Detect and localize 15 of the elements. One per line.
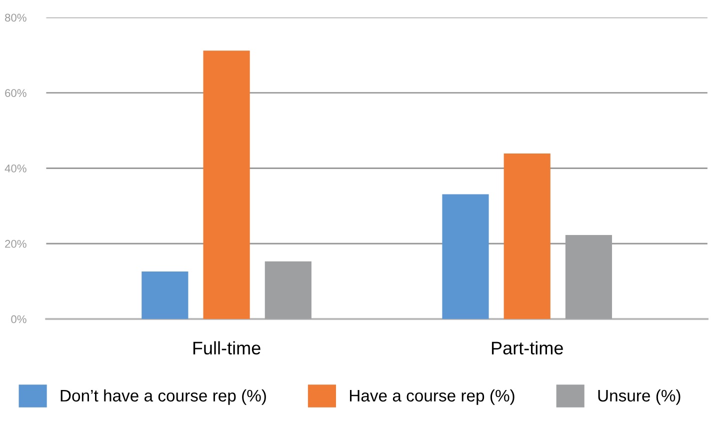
x-tick-label: Full-time	[193, 341, 260, 354]
legend-label: Have a course rep (%)	[350, 389, 514, 405]
legend-label: Unsure (%)	[598, 389, 680, 405]
y-tick-label: 40%	[4, 164, 26, 172]
bar	[142, 272, 188, 320]
y-tick-label: 60%	[5, 89, 26, 97]
y-tick-label: 20%	[5, 240, 26, 248]
bar	[442, 194, 489, 320]
legend-label: Don’t have a course rep (%)	[60, 389, 266, 405]
bar	[203, 50, 250, 320]
x-tick-label: Part-time	[492, 341, 563, 354]
y-tick-label: 80%	[5, 14, 26, 22]
bar	[264, 261, 312, 320]
y-tick-label: 0%	[11, 315, 26, 324]
bar	[504, 154, 550, 320]
